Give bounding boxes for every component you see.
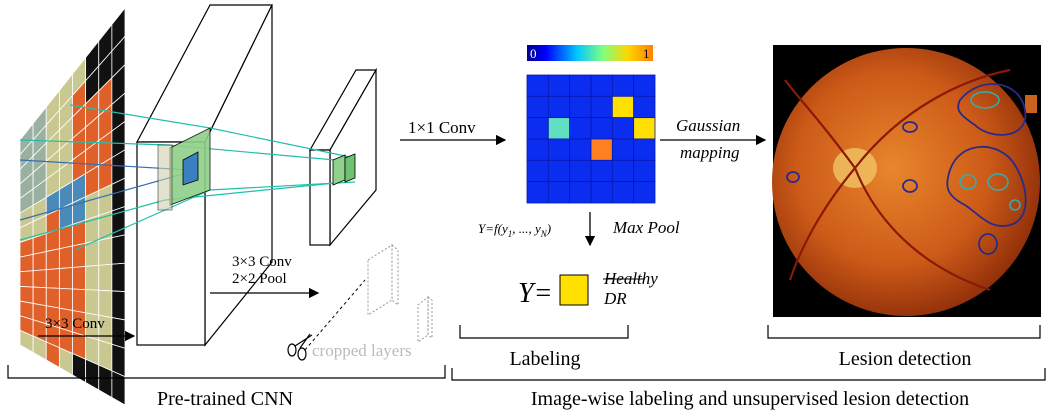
grid-cell [86,265,99,290]
fundus-image [772,45,1041,317]
grid-cell [59,288,72,310]
heatmap-cell [527,160,548,181]
grid-cell [112,371,125,405]
grid-cell [73,243,86,267]
grid-cell [59,246,72,269]
grid-cell [73,266,86,289]
label: 3×3 Conv [232,254,292,270]
output-box [560,275,588,305]
heatmap-cell [612,118,633,139]
grid-cell [86,359,99,390]
grid-cell [112,178,125,211]
formula-part: Y=f(y [478,221,508,236]
heatmap-cell [527,96,548,117]
grid-cell [112,318,125,349]
heatmap-cell [570,139,591,160]
formula-part: ) [546,221,551,236]
heatmap-cell [591,139,612,160]
grid-cell [33,270,46,288]
caption: Labeling [509,348,580,370]
formula: Y=f(y1, ..., yN) [478,221,551,239]
grid-cell [86,290,99,316]
grid-cell [33,252,46,271]
heatmap-cell [527,182,548,203]
heatmap-cell [591,160,612,181]
heatmap-cell [527,75,548,96]
colorbar [527,45,653,61]
heatmap-cell [570,182,591,203]
label: Healthy [603,269,658,288]
grid-cell [20,286,33,303]
heatmap-cell [612,139,633,160]
heatmap-cell [527,118,548,139]
grid-cell [99,238,112,266]
heatmap-cell [548,182,569,203]
heatmap-cell [591,75,612,96]
heatmap-cell [548,96,569,117]
scissors-icon [288,334,312,360]
heatmap-cell [570,96,591,117]
grid-cell [46,269,59,289]
grid-cell [99,290,112,317]
caption: Pre-trained CNN [157,388,293,410]
label: Y= [518,278,552,309]
formula-part: , ..., y [512,221,541,236]
heatmap-cell [527,139,548,160]
heatmap-cell [634,182,655,203]
grid-cell [112,263,125,291]
heatmap-cell [634,118,655,139]
heatmap-cell [591,118,612,139]
heatmap-cell [612,182,633,203]
heatmap-cell [634,139,655,160]
heatmap-cell [612,96,633,117]
heatmap-cell [548,75,569,96]
heatmap-cell [591,96,612,117]
heatmap-cell [612,160,633,181]
grid-cell [73,289,86,313]
diagram: 3×3 Conv 3×3 Conv 2×2 Pool cropped layer… [0,0,1061,412]
grid-cell [46,288,59,308]
heatmap-cell [634,160,655,181]
heatmap-cell [570,75,591,96]
label: cropped layers [312,341,412,360]
heatmap [527,75,655,203]
label: Max Pool [612,218,680,237]
label: 3×3 Conv [45,316,105,332]
grid-cell [20,271,33,287]
label: 0 [530,46,537,61]
heatmap-cell [570,160,591,181]
heatmap-cell [591,182,612,203]
grid-cell [46,249,59,270]
label: mapping [680,143,740,162]
heatmap-cell [548,118,569,139]
heatmap-cell [634,96,655,117]
grid-cell [20,254,33,271]
heatmap-cell [570,118,591,139]
grid-cell [99,365,112,397]
grid-cell [33,287,46,306]
caption: Image-wise labeling and unsupervised les… [531,388,969,410]
heatmap-cell [548,160,569,181]
label: 1 [643,46,650,61]
grid-cell [59,268,72,290]
grid-cell [99,264,112,291]
label: 1×1 Conv [408,118,476,137]
label: 2×2 Pool [232,271,287,287]
heatmap-cell [548,139,569,160]
heatmap-cell [612,75,633,96]
grid-cell [112,235,125,264]
cropped-layers [305,245,432,350]
heatmap-cell [634,75,655,96]
grid-cell [112,291,125,320]
label: Gaussian [676,116,740,135]
input-image [20,8,125,405]
caption: Lesion detection [839,348,972,370]
label: DR [603,289,627,308]
